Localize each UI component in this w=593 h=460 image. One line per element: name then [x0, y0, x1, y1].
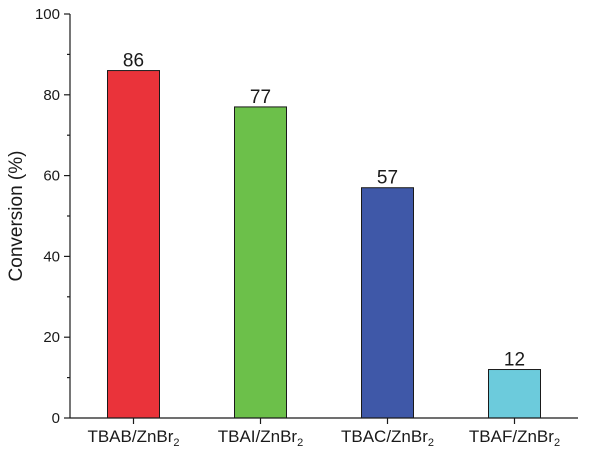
y-tick-label: 0: [52, 410, 60, 427]
y-axis-title: Conversion (%): [6, 151, 27, 282]
axes-frame: [69, 14, 578, 419]
bar: [107, 70, 160, 419]
y-tick-label: 40: [43, 248, 60, 265]
data-label: 57: [377, 168, 398, 189]
y-axis-ticks: 0 20 40 60 80 100: [35, 6, 70, 427]
bars-group: [107, 70, 541, 419]
data-label: 77: [250, 87, 271, 108]
x-tick-label: TBAB/ZnBr2: [87, 427, 179, 449]
x-tick-label: TBAI/ZnBr2: [218, 427, 303, 449]
data-label: 86: [123, 51, 144, 72]
data-labels-group: 86 77 57 12: [123, 51, 525, 371]
x-tick-label: TBAC/ZnBr2: [341, 427, 434, 449]
bar: [234, 106, 287, 419]
y-tick-label: 20: [43, 329, 60, 346]
y-tick-label: 60: [43, 168, 60, 185]
x-tick-label: TBAF/ZnBr2: [469, 427, 560, 449]
bar: [488, 369, 541, 419]
y-tick-label: 100: [35, 6, 60, 23]
y-tick-label: 80: [43, 87, 60, 104]
bar: [361, 187, 414, 419]
data-label: 12: [504, 350, 525, 371]
x-axis-ticks: TBAB/ZnBr2 TBAI/ZnBr2 TBAC/ZnBr2 TBAF/ZnBr2: [87, 418, 560, 449]
